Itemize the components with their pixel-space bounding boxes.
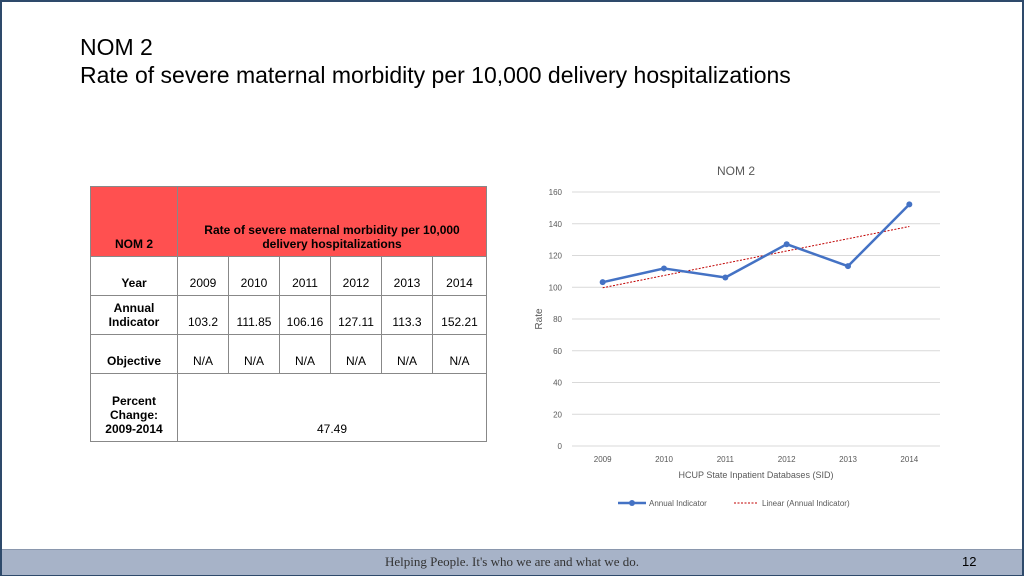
x-tick-label: 2012 xyxy=(778,455,796,464)
objective-cell: N/A xyxy=(228,334,280,374)
annual-cell: 106.16 xyxy=(279,295,331,335)
percent-label: Percent Change: 2009-2014 xyxy=(90,373,178,442)
data-point xyxy=(722,274,729,281)
y-tick-label: 120 xyxy=(549,252,563,261)
table-row-objective: Objective N/A N/A N/A N/A N/A N/A xyxy=(90,334,488,374)
year-cell: 2014 xyxy=(431,256,488,296)
table-row-percent: Percent Change: 2009-2014 47.49 xyxy=(90,373,488,442)
table-row-annual: Annual Indicator 103.2 111.85 106.16 127… xyxy=(90,295,488,335)
x-tick-label: 2009 xyxy=(594,455,612,464)
y-tick-label: 0 xyxy=(558,442,563,451)
y-tick-label: 140 xyxy=(549,220,563,229)
line-chart: NOM 2 0 20 40 60 80 100 120 140 160 2009 2010 2011… xyxy=(534,164,940,508)
year-cell: 2012 xyxy=(330,256,382,296)
year-cell: 2009 xyxy=(177,256,229,296)
year-cell: 2010 xyxy=(228,256,280,296)
annual-cell: 111.85 xyxy=(228,295,280,335)
y-tick-label: 100 xyxy=(549,283,563,292)
year-cell: 2011 xyxy=(279,256,331,296)
series-layer xyxy=(599,201,913,286)
objective-cell: N/A xyxy=(177,334,229,374)
y-tick-label: 20 xyxy=(553,410,562,419)
slide-title: NOM 2 Rate of severe maternal morbidity … xyxy=(80,33,791,89)
y-tick-label: 160 xyxy=(549,188,563,197)
data-point xyxy=(783,241,790,248)
trendline xyxy=(602,225,910,289)
page-number: 12 xyxy=(962,554,977,569)
objective-label: Objective xyxy=(90,334,178,374)
x-tick-label: 2011 xyxy=(717,455,735,464)
objective-cell: N/A xyxy=(279,334,331,374)
series-line-annual-indicator xyxy=(602,203,911,284)
legend: Annual Indicator Linear (Annual Indicato… xyxy=(618,499,850,508)
year-cell: 2013 xyxy=(381,256,433,296)
y-axis-label: Rate xyxy=(534,308,545,330)
objective-cell: N/A xyxy=(381,334,433,374)
x-tick-label: 2013 xyxy=(839,455,857,464)
percent-value: 47.49 xyxy=(176,373,488,442)
trendline-layer xyxy=(602,225,910,289)
header-title-cell: Rate of severe maternal morbidity per 10… xyxy=(176,186,488,257)
y-tick-label: 60 xyxy=(553,347,562,356)
gridlines xyxy=(572,191,940,447)
annual-cell: 113.3 xyxy=(381,295,433,335)
x-tick-label: 2010 xyxy=(655,455,673,464)
footer-tagline: Helping People. It's who we are and what… xyxy=(385,554,639,569)
title-line-2: Rate of severe maternal morbidity per 10… xyxy=(80,62,791,88)
x-tick-labels: 2009 2010 2011 2012 2013 2014 xyxy=(594,455,919,464)
data-point xyxy=(599,279,606,286)
y-tick-labels: 0 20 40 60 80 100 120 140 160 xyxy=(549,188,563,451)
objective-cell: N/A xyxy=(330,334,382,374)
legend-label-linear: Linear (Annual Indicator) xyxy=(762,499,850,508)
y-tick-label: 80 xyxy=(553,315,562,324)
annual-cell: 152.21 xyxy=(431,295,488,335)
annual-label: Annual Indicator xyxy=(90,295,178,335)
table-header-row: NOM 2 Rate of severe maternal morbidity … xyxy=(90,186,488,257)
y-tick-label: 40 xyxy=(553,379,562,388)
nom-data-table: NOM 2 Rate of severe maternal morbidity … xyxy=(90,186,488,442)
legend-label-annual: Annual Indicator xyxy=(649,499,707,508)
legend-marker-annual xyxy=(629,500,635,506)
chart-title: NOM 2 xyxy=(717,164,755,178)
objective-cell: N/A xyxy=(431,334,488,374)
table-row-year: Year 2009 2010 2011 2012 2013 2014 xyxy=(90,256,488,296)
x-tick-label: 2014 xyxy=(900,455,918,464)
header-label-cell: NOM 2 xyxy=(90,186,178,257)
year-label: Year xyxy=(90,256,178,296)
footer-bar xyxy=(2,549,1022,575)
title-line-1: NOM 2 xyxy=(80,34,153,60)
data-point xyxy=(845,263,851,270)
annual-cell: 103.2 xyxy=(177,295,229,335)
annual-cell: 127.11 xyxy=(330,295,382,335)
data-point xyxy=(661,265,667,272)
data-point xyxy=(906,201,913,208)
x-axis-label: HCUP State Inpatient Databases (SID) xyxy=(679,470,834,480)
